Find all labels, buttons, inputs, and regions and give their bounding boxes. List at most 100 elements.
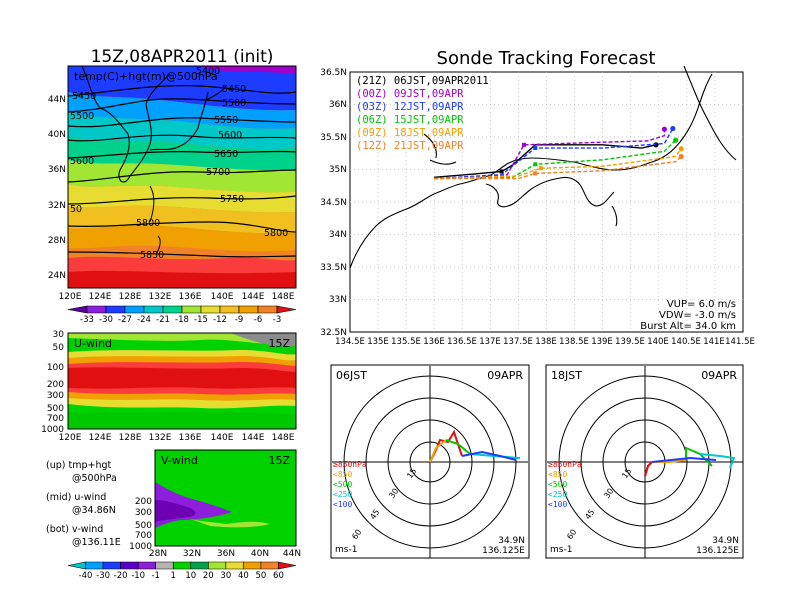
x-tick-label: 128E [119,433,142,443]
x-tick-label: 136E [179,433,202,443]
hodograph-18jst: 18JST 09APR 15 30 45 60 ≥850hPa <850 <50… [545,364,744,559]
level-entry: <100 [333,500,352,509]
y-tick-label: 32.5N [320,328,347,338]
colorbar-label: 10 [185,571,196,581]
colorbar-swatch [278,561,297,570]
legend-line: @136.11E [72,537,121,548]
level-entry: <500 [333,480,352,489]
colorbar-label: -33 [80,315,94,325]
y-tick-label: 500 [47,404,64,414]
colorbar-label: 40 [238,571,249,581]
hodograph-title: 18JST [551,369,582,382]
sonde-tracks [434,125,684,180]
colorbar-swatch [208,561,227,570]
unit-label: ms-1 [335,545,357,555]
colorbar-swatch [260,561,279,570]
track-marker [533,171,538,176]
y-tick-label: 300 [47,391,64,401]
y-tick-label: 24N [48,271,66,281]
colorbar-label: -30 [99,315,113,325]
colorbar-swatch [225,561,244,570]
v-wind-y-ticks: 200 300 500 700 1000 [129,497,152,552]
level-entry: <250 [548,490,567,499]
track-endpoint [661,126,668,132]
hodograph-title: 06JST [336,369,367,382]
contour-label: 5400 [196,66,220,77]
hodograph-date: 09APR [487,369,523,382]
colorbar-swatch [238,305,259,314]
y-tick-label: 28N [48,236,66,246]
location-lat: 34.9N [712,536,739,546]
x-tick-label: 135.5E [391,337,421,347]
x-tick-label: 139.5E [615,337,645,347]
colorbar-swatch [137,561,156,570]
colorbar-label: -20 [114,571,128,581]
legend-entry: (09Z) 18JST,09APR [356,127,464,139]
v-wind-time: 15Z [268,454,290,467]
y-tick-label: 34N [329,230,347,240]
colorbar-label: 30 [220,571,231,581]
colorbar-swatch [143,305,164,314]
x-tick-label: 132E [149,292,172,302]
track-endpoint [670,125,676,132]
x-tick-label: 120E [59,433,82,443]
colorbar-swatch [155,561,174,570]
coastline [349,65,737,269]
x-tick-label: 32N [183,549,201,559]
x-tick-label: 36N [217,549,235,559]
legend-line: (bot) v-wind [46,524,103,535]
y-tick-label: 35.5N [320,133,347,143]
level-entry: <100 [548,500,567,509]
contour-label: 5500 [70,111,94,122]
colorbar-label: -15 [194,315,208,325]
x-tick-label: 40N [251,549,269,559]
hodograph-trace [429,429,521,463]
x-tick-label: 136E [423,337,445,347]
v-wind-panel: V-wind 15Z 200 300 500 700 1000 28N 32N … [67,449,301,581]
colorbar-swatch [243,561,262,570]
y-tick-label: 300 [135,508,152,518]
level-entry: ≥850hPa [333,460,367,469]
contour-label: 5800 [136,218,160,229]
tracking-notes: VUP= 6.0 m/s VDW= -3.0 m/s Burst Alt= 34… [640,299,736,332]
colorbar-swatch [200,305,221,314]
colorbar-label: -18 [175,315,189,325]
x-tick-label: 148E [272,292,295,302]
colorbar-swatch [172,561,192,570]
colorbar-label: -9 [235,315,243,325]
track-line [434,148,682,180]
x-tick-label: 139E [591,337,613,347]
contour-label: 5450 [222,84,246,95]
location-lon: 136.125E [696,546,739,556]
colorbar-label: -3 [273,315,281,325]
legend-line: (up) tmp+hgt [46,460,112,471]
x-tick-label: 138E [535,337,557,347]
y-tick-label: 1000 [41,425,64,435]
colorbar-label: -30 [96,571,110,581]
legend-entry: (12Z) 21JST,09APR [356,140,464,152]
u-wind-title: U-wind [74,337,112,350]
level-legend: ≥850hPa <850 <500 <250 <100 [333,460,367,509]
level-entry: ≥850hPa [548,460,582,469]
y-tick-label: 44N [48,95,66,105]
colorbar-label: -6 [254,315,262,325]
colorbar-swatch [102,561,121,570]
track-line [434,129,666,180]
v-wind-x-ticks: 28N 32N 36N 40N 44N [149,549,301,559]
legend-entry: (21Z) 06JST,09APR2011 [356,75,489,87]
colorbar-swatch [190,561,209,570]
track-line [434,144,657,178]
x-tick-label: 137.5E [503,337,533,347]
contour-label: 5600 [218,130,242,141]
colorbar-label: -24 [137,315,151,325]
x-tick-label: 137E [479,337,501,347]
contour-label: 5600 [70,156,94,167]
track-marker [522,142,527,147]
colorbar-swatch [67,305,88,314]
contour-label: 5700 [206,167,230,178]
y-tick-label: 35N [329,165,347,175]
x-tick-label: 140E [647,337,669,347]
y-tick-label: 700 [47,414,64,424]
u-wind-y-ticks: 30 50 100 200 300 500 700 1000 [41,330,64,435]
